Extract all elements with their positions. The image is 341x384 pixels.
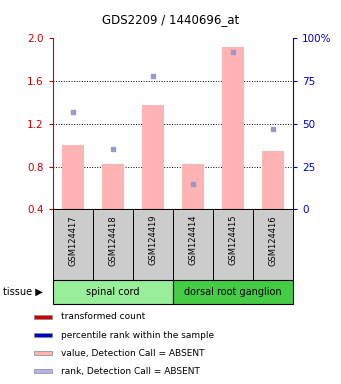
Bar bbox=[182, 164, 204, 209]
Text: rank, Detection Call = ABSENT: rank, Detection Call = ABSENT bbox=[61, 367, 200, 376]
Bar bbox=[142, 104, 164, 209]
Bar bbox=[133, 209, 173, 280]
Bar bbox=[34, 351, 52, 355]
Point bbox=[70, 109, 76, 115]
Text: transformed count: transformed count bbox=[61, 313, 145, 321]
Point bbox=[270, 126, 276, 132]
Bar bbox=[262, 151, 284, 209]
Bar bbox=[34, 369, 52, 373]
Point bbox=[231, 49, 236, 55]
Bar bbox=[222, 47, 244, 209]
Bar bbox=[34, 315, 52, 319]
Bar bbox=[173, 280, 293, 304]
Bar bbox=[213, 209, 253, 280]
Bar bbox=[53, 209, 93, 280]
Point bbox=[190, 180, 196, 187]
Bar bbox=[34, 333, 52, 337]
Text: GDS2209 / 1440696_at: GDS2209 / 1440696_at bbox=[102, 13, 239, 26]
Text: spinal cord: spinal cord bbox=[86, 287, 140, 297]
Bar bbox=[93, 209, 133, 280]
Text: tissue ▶: tissue ▶ bbox=[3, 287, 43, 297]
Text: value, Detection Call = ABSENT: value, Detection Call = ABSENT bbox=[61, 349, 205, 358]
Text: dorsal root ganglion: dorsal root ganglion bbox=[184, 287, 282, 297]
Point bbox=[150, 73, 156, 79]
Text: GSM124417: GSM124417 bbox=[69, 215, 77, 266]
Bar bbox=[53, 280, 173, 304]
Text: GSM124416: GSM124416 bbox=[269, 215, 278, 266]
Text: GSM124414: GSM124414 bbox=[189, 215, 197, 265]
Text: percentile rank within the sample: percentile rank within the sample bbox=[61, 331, 214, 339]
Bar bbox=[253, 209, 293, 280]
Point bbox=[110, 146, 116, 152]
Bar bbox=[102, 164, 124, 209]
Text: GSM124415: GSM124415 bbox=[229, 215, 238, 265]
Bar bbox=[173, 209, 213, 280]
Text: GSM124418: GSM124418 bbox=[108, 215, 117, 266]
Bar bbox=[62, 145, 84, 209]
Text: GSM124419: GSM124419 bbox=[149, 215, 158, 265]
